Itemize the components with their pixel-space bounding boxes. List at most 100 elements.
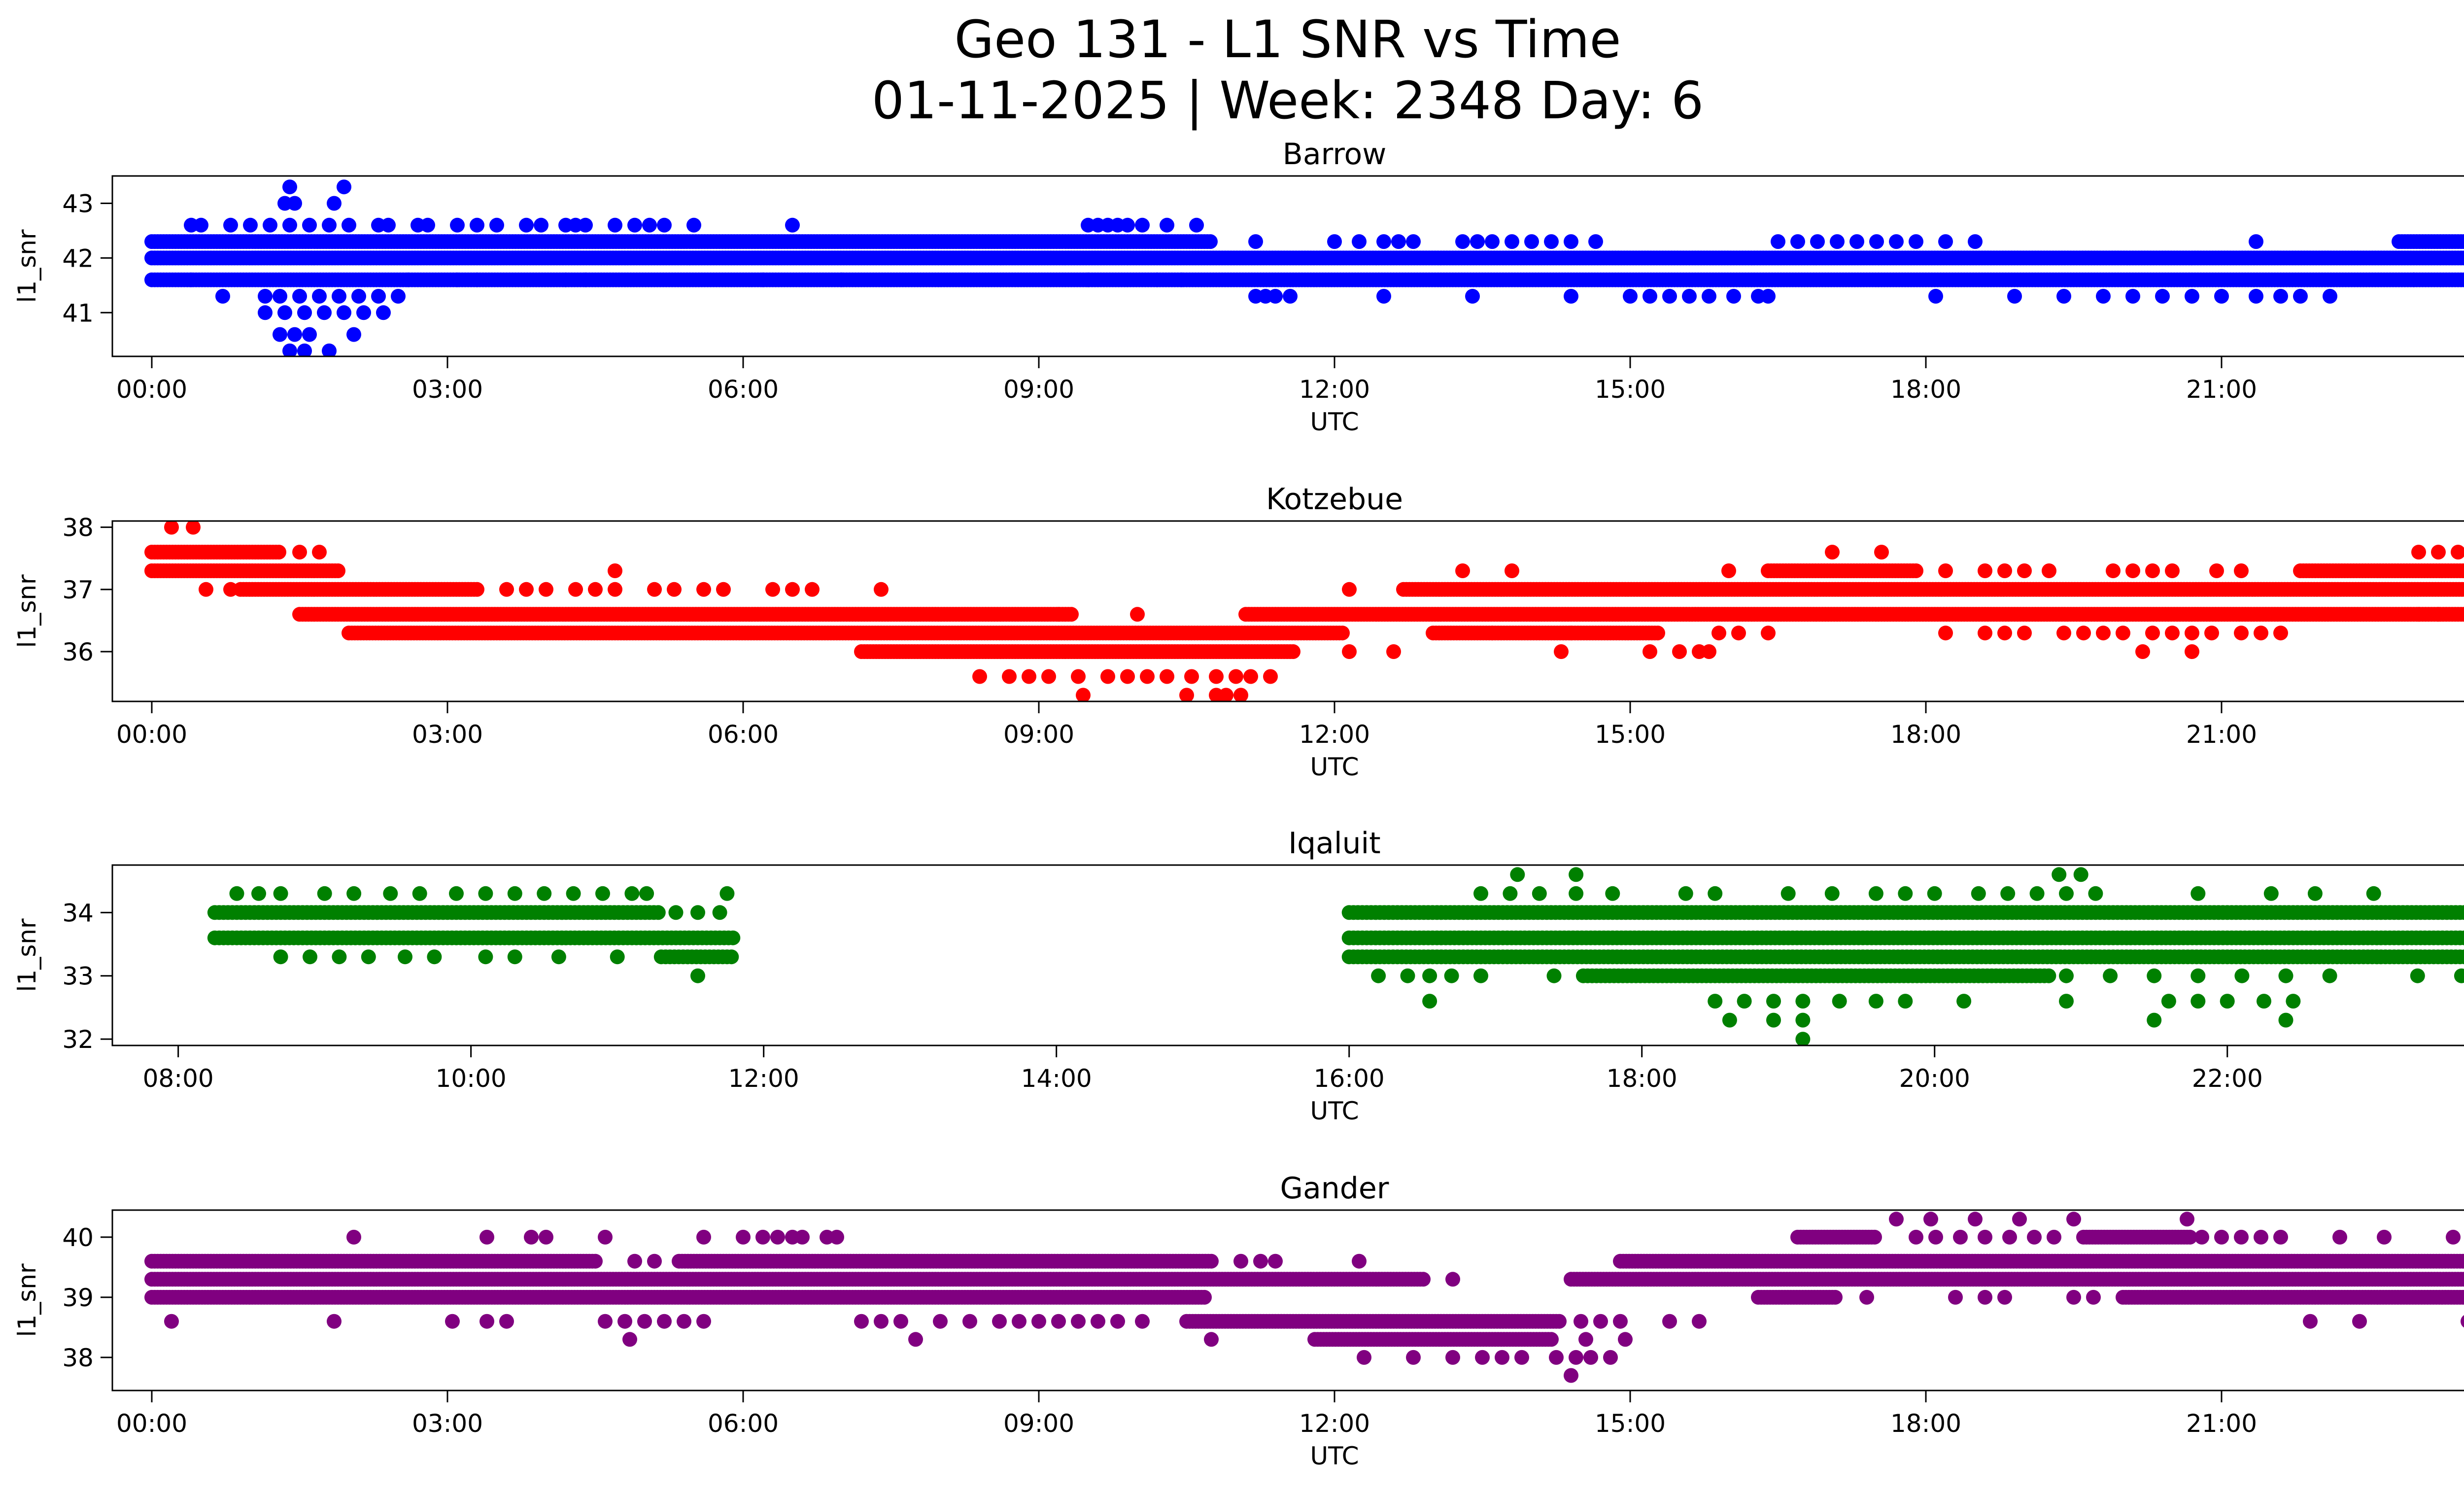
data-point — [1869, 234, 1884, 249]
panel-title-kotzebue: Kotzebue — [1266, 482, 1403, 517]
data-point — [519, 217, 534, 233]
data-point — [1505, 563, 1519, 578]
data-point — [1150, 272, 1164, 287]
data-point — [558, 272, 573, 287]
data-point — [2145, 626, 2160, 641]
data-point — [1771, 234, 1785, 249]
data-point — [1849, 234, 1864, 249]
data-point — [1790, 234, 1805, 249]
data-point — [1283, 289, 1298, 304]
data-point — [1889, 234, 1904, 249]
data-point — [1209, 669, 1224, 684]
x-tick-label: 00:00 — [116, 720, 187, 749]
data-point — [1041, 669, 1056, 684]
data-point — [2431, 545, 2446, 560]
data-point — [1081, 272, 1095, 287]
data-point — [297, 305, 312, 320]
data-points-barrow — [144, 179, 2464, 356]
data-point — [2209, 563, 2224, 578]
data-point — [785, 582, 800, 597]
data-point — [2461, 906, 2464, 918]
data-point — [642, 217, 657, 233]
data-point — [2463, 253, 2464, 263]
data-point — [258, 289, 273, 304]
x-tick-label: 09:00 — [1003, 720, 1074, 749]
data-point — [337, 305, 351, 320]
y-tick-label: 36 — [62, 638, 94, 666]
data-point — [1160, 217, 1174, 233]
data-point — [2234, 563, 2249, 578]
data-point — [1342, 644, 1357, 659]
data-point — [356, 305, 371, 320]
data-point — [1470, 234, 1485, 249]
data-point — [2106, 563, 2121, 578]
data-point — [258, 305, 273, 320]
data-point — [1662, 289, 1677, 304]
y-tick-label: 43 — [62, 189, 94, 218]
data-point — [1909, 563, 1923, 578]
data-point — [1342, 582, 1357, 597]
data-point — [1391, 234, 1406, 249]
x-tick-label: 06:00 — [708, 375, 779, 404]
data-point — [2056, 289, 2071, 304]
data-point — [184, 272, 199, 287]
data-point — [1064, 607, 1079, 622]
data-point — [1874, 545, 1889, 560]
data-point — [2185, 289, 2199, 304]
data-point — [273, 289, 287, 304]
data-point — [2042, 563, 2056, 578]
data-point — [186, 521, 201, 535]
data-point — [1726, 289, 1741, 304]
figure-title-line2: 01-11-2025 | Week: 2348 Day: 6 — [871, 70, 1704, 131]
data-point — [1229, 669, 1243, 684]
data-point — [2463, 237, 2464, 246]
data-point — [1002, 669, 1017, 684]
figure-title: Geo 131 - L1 SNR vs Time 01-11-2025 | We… — [0, 9, 2464, 131]
data-point — [1997, 563, 2012, 578]
data-point — [725, 930, 741, 945]
data-point — [2461, 608, 2464, 621]
data-point — [1184, 669, 1199, 684]
data-point — [2293, 289, 2308, 304]
data-point — [327, 196, 342, 211]
data-point — [2463, 275, 2464, 284]
data-point — [312, 289, 327, 304]
data-point — [2451, 545, 2464, 560]
data-point — [1643, 644, 1657, 659]
data-point — [1051, 607, 1066, 622]
data-point — [282, 179, 297, 195]
data-point — [1588, 234, 1603, 249]
data-point — [420, 217, 435, 233]
data-point — [1071, 669, 1086, 684]
data-point — [287, 196, 302, 211]
data-point — [1810, 234, 1825, 249]
data-point — [1406, 234, 1421, 249]
data-point — [1386, 644, 1401, 659]
x-axis-label: UTC — [1310, 408, 1359, 436]
data-point — [2460, 235, 2464, 248]
data-point — [1120, 669, 1135, 684]
data-point — [1564, 626, 1578, 641]
data-point — [1376, 234, 1391, 249]
data-point — [272, 545, 286, 560]
data-point — [1524, 234, 1539, 249]
data-point — [2431, 607, 2446, 622]
data-point — [1761, 626, 1776, 641]
data-point — [1554, 644, 1569, 659]
x-tick-label: 03:00 — [412, 375, 483, 404]
data-point — [650, 905, 666, 920]
data-point — [608, 582, 622, 597]
data-point — [647, 582, 662, 597]
x-tick-label: 03:00 — [412, 720, 483, 749]
data-point — [1174, 272, 1189, 287]
axes-frame-barrow — [111, 175, 2464, 357]
data-point — [1219, 688, 1233, 701]
y-axis-label: l1_snr — [13, 229, 41, 303]
data-point — [2017, 626, 2032, 641]
data-point — [371, 289, 386, 304]
data-point — [2017, 563, 2032, 578]
data-point — [1485, 234, 1500, 249]
data-point — [1120, 217, 1135, 233]
data-point — [1485, 626, 1500, 641]
data-point — [2460, 251, 2464, 265]
